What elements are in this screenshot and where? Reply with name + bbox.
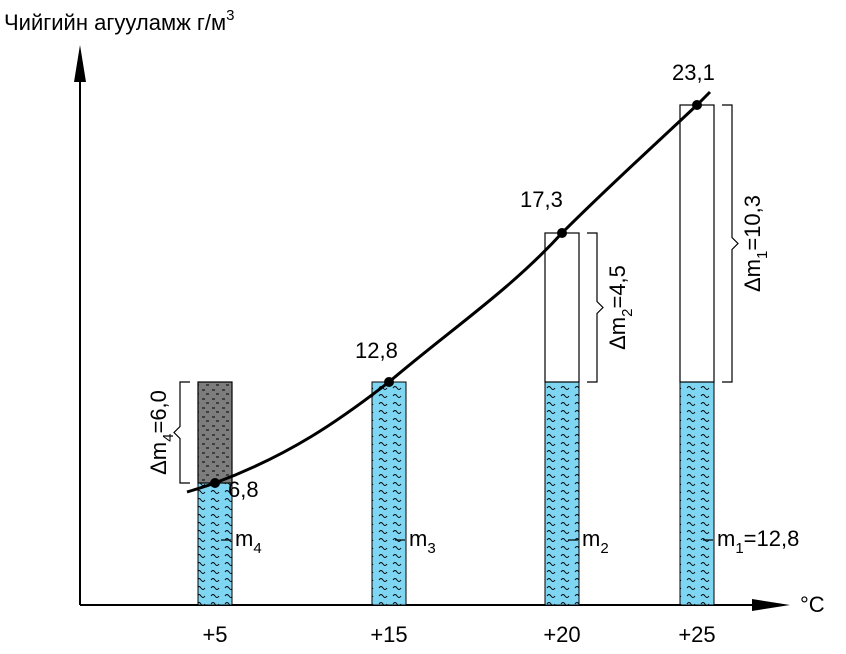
saturation-label: 6,8 bbox=[228, 477, 259, 502]
delta-index: 4 bbox=[160, 434, 177, 442]
x-tick-label: +15 bbox=[370, 622, 407, 647]
condensed-box bbox=[197, 381, 233, 484]
delta-symbol: Δm bbox=[605, 317, 630, 350]
water-column bbox=[544, 381, 580, 606]
x-axis-unit: °C bbox=[800, 592, 825, 617]
deficit-box bbox=[544, 232, 580, 383]
brace bbox=[587, 232, 604, 383]
water-index: 4 bbox=[253, 540, 261, 557]
water-label: m4 bbox=[235, 526, 262, 557]
saturation-label: 17,3 bbox=[520, 187, 563, 212]
points bbox=[210, 100, 702, 488]
water-label: m2 bbox=[582, 526, 609, 557]
water-index: 1 bbox=[735, 540, 743, 557]
point bbox=[557, 228, 567, 238]
y-arrow bbox=[74, 45, 86, 82]
water-column bbox=[679, 381, 715, 606]
delta-label: Δm1=10,3 bbox=[740, 195, 771, 292]
delta-value: =10,3 bbox=[740, 195, 765, 251]
water-index: 2 bbox=[600, 540, 608, 557]
water-symbol: m bbox=[717, 526, 735, 551]
point bbox=[692, 100, 702, 110]
delta-index: 1 bbox=[754, 251, 771, 259]
delta-label: Δm4=6,0 bbox=[146, 390, 177, 475]
delta-index: 2 bbox=[619, 309, 636, 317]
x-arrow bbox=[752, 599, 790, 611]
water-column bbox=[371, 381, 407, 606]
saturation-label: 23,1 bbox=[672, 60, 715, 85]
point bbox=[210, 478, 220, 488]
deficit-box bbox=[679, 104, 715, 383]
delta-symbol: Δm bbox=[146, 442, 171, 475]
water-value: =12,8 bbox=[744, 526, 800, 551]
point bbox=[384, 377, 394, 387]
saturation-label: 12,8 bbox=[355, 338, 398, 363]
delta-value: =4,5 bbox=[605, 265, 630, 308]
x-tick-label: +20 bbox=[543, 622, 580, 647]
y-axis-title: Чийгийн агууламж г/м3 bbox=[4, 7, 235, 35]
brace bbox=[173, 381, 190, 484]
water-label: m3 bbox=[409, 526, 436, 557]
x-tick-label: +25 bbox=[678, 622, 715, 647]
axes bbox=[74, 45, 790, 611]
water-index: 3 bbox=[427, 540, 435, 557]
water-symbol: m bbox=[235, 526, 253, 551]
x-tick-label: +5 bbox=[202, 622, 227, 647]
delta-symbol: Δm bbox=[740, 259, 765, 292]
y-axis-sup: 3 bbox=[226, 7, 234, 24]
brace bbox=[722, 104, 739, 383]
delta-value: =6,0 bbox=[146, 390, 171, 433]
water-symbol: m bbox=[409, 526, 427, 551]
water-column bbox=[197, 482, 233, 606]
saturation-curve bbox=[186, 90, 712, 494]
water-label: m1=12,8 bbox=[717, 526, 799, 557]
water-symbol: m bbox=[582, 526, 600, 551]
columns: 6,8+5m4Δm4=6,012,8+15m317,3+20m2Δm2=4,52… bbox=[146, 60, 799, 647]
delta-label: Δm2=4,5 bbox=[605, 265, 636, 350]
y-axis-label: Чийгийн агууламж г/м bbox=[4, 10, 226, 35]
